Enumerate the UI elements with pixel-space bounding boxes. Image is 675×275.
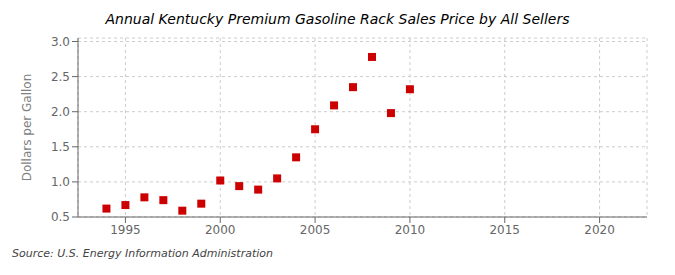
svg-text:2010: 2010: [395, 223, 426, 237]
html-text:Annual Kentucky Premium Gasoli: Annual Kentucky Premium Gasoline Rack Sa…: [105, 11, 570, 27]
svg-text:Dollars per Gallon: Dollars per Gallon: [20, 74, 34, 182]
svg-text:2015: 2015: [489, 223, 520, 237]
html-text:Source: U.S. Energy Informatio: Source: U.S. Energy Information Administ…: [12, 247, 273, 260]
svg-text:2005: 2005: [300, 223, 331, 237]
svg-text:0.5: 0.5: [51, 210, 70, 224]
svg-text:2020: 2020: [584, 223, 615, 237]
svg-text:3.0: 3.0: [51, 35, 70, 49]
svg-text:2000: 2000: [205, 223, 236, 237]
svg-text:1995: 1995: [110, 223, 141, 237]
svg-text:1.0: 1.0: [51, 175, 70, 189]
svg-text:1.5: 1.5: [51, 140, 70, 154]
svg-text:2.5: 2.5: [51, 70, 70, 84]
svg-text:2.0: 2.0: [51, 105, 70, 119]
